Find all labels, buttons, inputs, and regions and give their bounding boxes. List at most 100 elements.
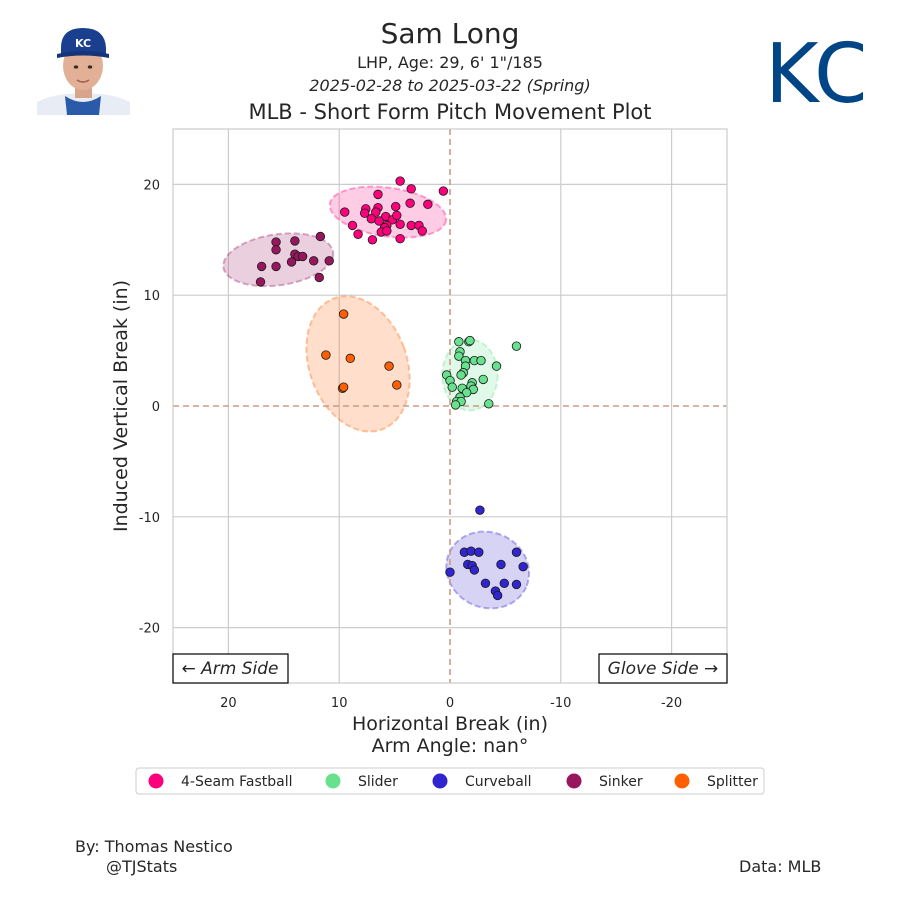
point-sinker	[314, 272, 324, 283]
point-4-seam-fastball	[371, 207, 381, 217]
point-4-seam-fastball	[395, 233, 405, 244]
x-axis-sublabel: Arm Angle: nan°	[372, 735, 529, 757]
point-slider	[461, 388, 472, 398]
pitch-ellipses	[222, 185, 531, 610]
point-splitter	[338, 382, 349, 392]
arm-side-box	[172, 653, 289, 684]
x-axis-label: Horizontal Break (in)	[352, 713, 548, 735]
point-splitter	[321, 350, 331, 360]
y-tick-label: 10	[143, 289, 160, 304]
point-curveball	[466, 546, 476, 556]
point-4-seam-fastball	[395, 176, 405, 186]
legend-label: Curveball	[465, 774, 532, 790]
point-4-seam-fastball	[382, 226, 392, 236]
x-tick-label: 10	[331, 696, 348, 711]
cap-logo: KC	[75, 37, 91, 50]
point-4-seam-fastball	[392, 210, 402, 221]
point-4-seam-fastball	[340, 207, 350, 217]
point-4-seam-fastball	[373, 189, 383, 200]
zero-lines	[173, 129, 727, 683]
y-tick-label: -10	[139, 511, 160, 526]
point-slider	[476, 355, 486, 366]
player-info: LHP, Age: 29, 6' 1"/185	[357, 53, 543, 72]
legend-marker	[432, 773, 448, 789]
point-sinker	[324, 256, 334, 266]
x-tick-label: 20	[220, 696, 237, 711]
point-4-seam-fastball	[405, 198, 415, 208]
player-headshot: KC	[37, 28, 130, 115]
point-curveball	[496, 559, 506, 570]
point-curveball	[518, 561, 528, 572]
point-slider	[465, 335, 475, 346]
point-splitter	[384, 361, 394, 371]
point-sinker	[297, 251, 308, 262]
x-tick-label: -20	[661, 696, 682, 711]
point-4-seam-fastball	[374, 216, 384, 226]
point-slider	[491, 361, 502, 371]
tick-labels: 20 10 0 -10 -20 20 10 0 -10 -20	[139, 178, 682, 711]
legend-marker	[325, 773, 341, 789]
chart-title: MLB - Short Form Pitch Movement Plot	[248, 100, 652, 124]
legend-label: Slider	[358, 774, 398, 790]
legend-marker	[674, 773, 690, 789]
point-curveball	[492, 590, 503, 601]
point-sinker	[315, 231, 326, 242]
point-sinker	[271, 237, 281, 247]
page-title: Sam Long	[380, 17, 520, 50]
point-slider	[456, 370, 466, 380]
point-curveball	[474, 547, 484, 557]
point-4-seam-fastball	[395, 219, 405, 229]
plot-frame	[172, 128, 728, 684]
legend-label: Sinker	[599, 774, 643, 790]
point-sinker	[271, 245, 281, 255]
ellipse-splitter	[305, 295, 411, 433]
team-logo-text: KC	[773, 27, 863, 114]
ellipse-sinker	[222, 232, 335, 288]
glove-side-box	[598, 653, 728, 684]
point-sinker	[290, 236, 300, 246]
author-handle: @TJStats	[106, 857, 178, 876]
point-curveball	[511, 579, 522, 590]
y-axis-label: Induced Vertical Break (in)	[110, 280, 132, 532]
point-4-seam-fastball	[367, 235, 378, 245]
glove-side-label: Glove Side →	[608, 659, 719, 679]
point-4-seam-fastball	[347, 220, 358, 231]
point-slider	[484, 399, 494, 409]
point-splitter	[345, 353, 355, 364]
point-slider	[454, 337, 464, 347]
point-4-seam-fastball	[423, 199, 433, 210]
point-sinker	[309, 256, 319, 266]
y-tick-label: 0	[152, 400, 160, 415]
data-source: Data: MLB	[739, 857, 822, 876]
point-slider	[447, 382, 457, 392]
point-slider	[478, 374, 488, 385]
point-sinker	[271, 261, 281, 272]
legend-label: 4-Seam Fastball	[181, 774, 293, 790]
point-curveball	[445, 567, 455, 577]
point-sinker	[255, 277, 266, 287]
point-4-seam-fastball	[406, 184, 416, 194]
point-4-seam-fastball	[406, 220, 416, 231]
point-4-seam-fastball	[438, 186, 449, 196]
point-splitter	[338, 309, 349, 319]
legend-frame	[135, 767, 765, 795]
point-slider	[450, 400, 461, 410]
legend: 4-Seam Fastball Slider Curveball Sinker Spli…	[148, 773, 758, 790]
pitch-points	[255, 176, 528, 601]
x-tick-label: -10	[550, 696, 571, 711]
legend-label: Splitter	[707, 774, 758, 790]
point-4-seam-fastball	[391, 201, 401, 212]
point-curveball	[511, 547, 522, 557]
point-curveball	[499, 578, 509, 588]
author-credit: By: Thomas Nestico	[75, 837, 233, 856]
point-curveball	[475, 505, 485, 515]
arm-side-label: ← Arm Side	[182, 659, 279, 679]
point-sinker	[286, 257, 297, 267]
point-curveball	[469, 565, 480, 575]
date-range: 2025-02-28 to 2025-03-22 (Spring)	[309, 76, 591, 95]
point-4-seam-fastball	[366, 214, 377, 224]
point-splitter	[392, 380, 402, 390]
y-tick-label: 20	[143, 178, 160, 193]
point-4-seam-fastball	[353, 229, 363, 239]
